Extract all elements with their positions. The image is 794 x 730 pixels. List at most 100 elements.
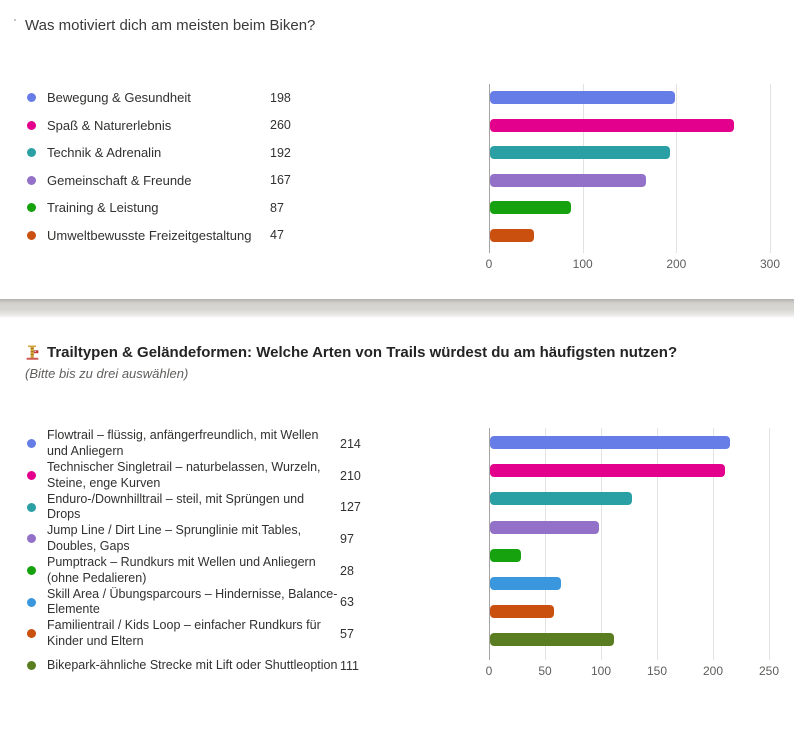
axis-tick-label: 50 (538, 664, 552, 678)
question1-card: Was motiviert dich am meisten beim Biken… (0, 0, 794, 299)
chart-bar (490, 201, 571, 214)
legend-color-dot (27, 471, 36, 481)
chart-gridline (582, 84, 584, 253)
axis-tick-label: 150 (646, 664, 668, 678)
legend-color-dot (27, 661, 36, 671)
legend-item-value: 214 (340, 436, 361, 451)
legend-item-label: Technischer Singletrail – naturbelassen,… (47, 460, 321, 490)
chart-gridline (770, 84, 771, 253)
lift-tower-emoji-icon (26, 345, 39, 360)
legend-item-label: Pumptrack – Rundkurs mit Wellen und Anli… (47, 555, 316, 585)
question2-subtitle: (Bitte bis zu drei auswählen) (25, 366, 189, 381)
legend-item: Training & Leistung 87 (25, 194, 465, 222)
legend-item: Flowtrail – flüssig, anfängerfreundlich,… (25, 428, 475, 460)
chart-bar (490, 173, 646, 187)
legend-item-value: 63 (340, 595, 354, 610)
legend-item-label: Bewegung & Gesundheit (47, 90, 191, 106)
legend-item: Bikepark-ähnliche Strecke mit Lift oder … (25, 650, 475, 682)
chart-bar (490, 520, 599, 534)
axis-tick-label: 100 (572, 257, 593, 271)
legend-item-value: 127 (340, 500, 361, 515)
legend-item-value: 167 (270, 173, 291, 188)
legend-item: Technischer Singletrail – naturbelassen,… (25, 460, 475, 492)
legend-item-value: 210 (340, 468, 361, 483)
legend-item-label: Skill Area / Übungsparcours – Hinderniss… (47, 586, 338, 617)
legend-item-label: Familientrail / Kids Loop – einfacher Ru… (47, 618, 321, 648)
legend-item-value: 97 (340, 531, 354, 546)
chart-gridline (657, 428, 658, 660)
legend-item: Jump Line / Dirt Line – Sprunglinie mit … (25, 523, 475, 555)
legend-item-value: 198 (270, 90, 291, 105)
legend-color-dot (27, 203, 36, 213)
legend-item-value: 28 (340, 563, 354, 578)
legend-color-dot (27, 502, 36, 512)
legend-color-dot (27, 534, 36, 544)
legend-item: Spaß & Naturerlebnis 260 (25, 112, 465, 140)
chart-bar (490, 464, 725, 478)
chart-gridline (769, 428, 770, 660)
axis-tick-label: 200 (666, 257, 687, 271)
legend-item: Skill Area / Übungsparcours – Hinderniss… (25, 586, 475, 618)
question1-title: Was motiviert dich am meisten beim Biken… (25, 17, 316, 34)
legend-item-label: Spaß & Naturerlebnis (47, 117, 172, 133)
chart-bar (490, 492, 632, 506)
chart-bar (490, 577, 561, 590)
chart-bar (490, 548, 521, 562)
question2-title: Trailtypen & Geländeformen: Welche Arten… (47, 344, 678, 361)
legend-item-label: Umweltbewusste Freizeitgestaltung (47, 227, 252, 243)
legend-item: Enduro-/Downhilltrail – steil, mit Sprün… (25, 491, 475, 523)
chart-bar (490, 633, 614, 647)
legend-item-label: Training & Leistung (47, 200, 159, 216)
chart-gridline (489, 84, 490, 253)
question1-legend: Bewegung & Gesundheit 198 Spaß & Naturerle… (25, 84, 465, 249)
axis-tick-label: 200 (702, 664, 724, 678)
legend-item-label: Flowtrail – flüssig, anfängerfreundlich,… (47, 428, 319, 458)
axis-tick-label: 0 (485, 257, 493, 271)
chart-gridline (545, 428, 546, 660)
axis-tick-label: 0 (485, 664, 493, 678)
legend-color-dot (27, 230, 36, 240)
question2-legend: Flowtrail – flüssig, anfängerfreundlich,… (25, 428, 475, 682)
legend-item: Familientrail / Kids Loop – einfacher Ru… (25, 618, 475, 650)
legend-color-dot (27, 439, 36, 449)
legend-item-label: Gemeinschaft & Freunde (47, 172, 192, 188)
legend-item-value: 57 (340, 626, 354, 641)
question2-header: Trailtypen & Geländeformen: Welche Arten… (25, 344, 677, 361)
legend-item: Pumptrack – Rundkurs mit Wellen und Anli… (25, 555, 475, 587)
chart-gridline (489, 428, 490, 660)
chart-bar (490, 605, 554, 619)
legend-item-label: Enduro-/Downhilltrail – steil, mit Sprün… (47, 491, 305, 522)
legend-item-value: 192 (270, 145, 291, 160)
axis-tick-label: 250 (758, 664, 780, 678)
legend-item-label: Jump Line / Dirt Line – Sprunglinie mit … (47, 523, 302, 553)
chart-bar (490, 91, 675, 104)
card-divider-band (0, 299, 794, 318)
chart-gridline (713, 428, 714, 660)
legend-color-dot (27, 566, 36, 576)
chart-bar (490, 118, 734, 132)
legend-item-value: 47 (270, 228, 284, 243)
legend-item-label: Technik & Adrenalin (47, 145, 162, 161)
legend-color-dot (27, 148, 36, 158)
chart-gridline (676, 84, 678, 253)
axis-tick-label: 100 (590, 664, 612, 678)
chart-bar (490, 228, 534, 242)
axis-tick-label: 300 (759, 257, 781, 271)
legend-item: Umweltbewusste Freizeitgestaltung 47 (25, 222, 465, 250)
legend-item: Technik & Adrenalin 192 (25, 139, 465, 167)
legend-color-dot (27, 597, 36, 607)
legend-item: Bewegung & Gesundheit 198 (25, 84, 465, 112)
legend-color-dot (27, 629, 36, 639)
legend-item: Gemeinschaft & Freunde 167 (25, 167, 465, 195)
legend-item-value: 87 (270, 200, 284, 215)
chart-bar (490, 436, 730, 449)
question2-card: Trailtypen & Geländeformen: Welche Arten… (0, 318, 794, 730)
legend-color-dot (27, 120, 36, 130)
chart-gridline (601, 428, 602, 660)
question1-bar-chart: 0 100 200 300 (486, 84, 780, 271)
question2-bar-chart: 0 50 100 150 200 250 (486, 428, 779, 678)
chart-bar (490, 146, 670, 159)
screen-artifact-dot (14, 19, 16, 21)
legend-color-dot (27, 175, 36, 185)
legend-item-value: 111 (340, 658, 360, 673)
